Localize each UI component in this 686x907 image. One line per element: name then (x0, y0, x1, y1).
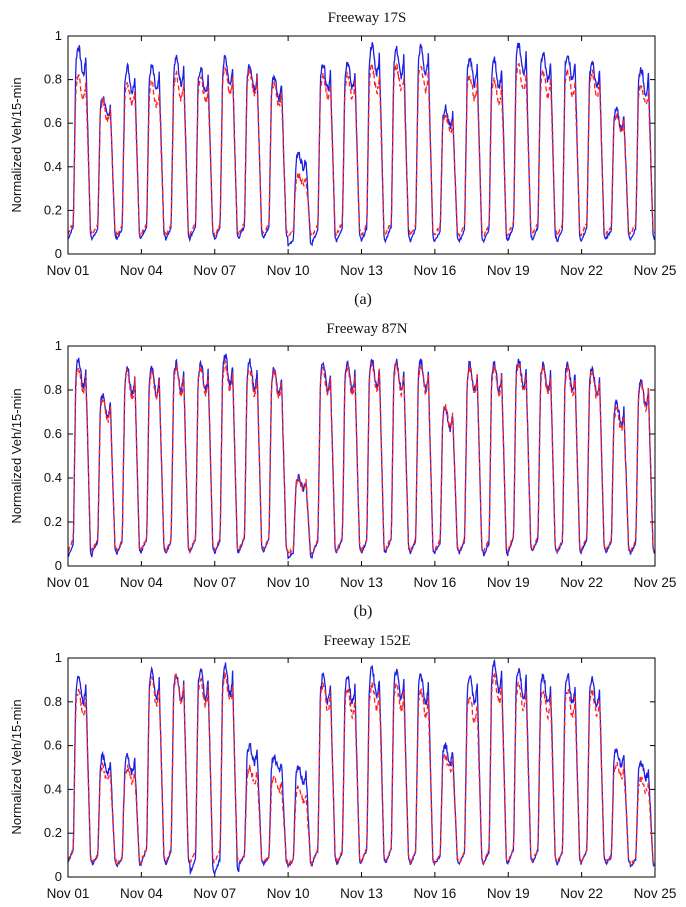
series-2-line (67, 360, 655, 556)
panel-1-ticks: 0 0.2 0.4 0.6 0.8 1 Nov 01 Nov 04 Nov 07 Nov 10 No… (44, 28, 676, 278)
panel-3-ylabel: Normalized Veh/15-min (9, 699, 24, 834)
ytick-label: 0.6 (44, 426, 62, 441)
xtick-label: Nov 01 (47, 575, 90, 590)
xtick-label: Nov 10 (267, 575, 310, 590)
ytick-label: 0.4 (44, 470, 62, 485)
series-1-line (67, 353, 656, 560)
panel-1-ylabel: Normalized Veh/15-min (9, 77, 24, 212)
panel-3-series (67, 658, 655, 876)
series-2-line (67, 670, 655, 868)
series-1-line (67, 42, 656, 247)
xtick-label: Nov 10 (267, 263, 310, 278)
panel-1-frame (67, 35, 656, 255)
ytick-label: 1 (55, 650, 62, 665)
xtick-label: Nov 04 (120, 263, 163, 278)
panel-2-ticks: 0 0.2 0.4 0.6 0.8 1 Nov 01 Nov 04 Nov 07 Nov 10 No… (44, 338, 676, 590)
panel-1-series (67, 42, 656, 247)
panel-2-series (67, 353, 656, 560)
xtick-label: Nov 01 (47, 263, 90, 278)
ytick-label: 1 (55, 338, 62, 353)
xtick-label: Nov 04 (120, 575, 163, 590)
ytick-label: 0.8 (44, 382, 62, 397)
xtick-label: Nov 19 (487, 886, 530, 901)
xtick-label: Nov 19 (487, 263, 530, 278)
xtick-label: Nov 25 (634, 886, 677, 901)
panel-2-ylabel: Normalized Veh/15-min (9, 388, 24, 523)
ytick-label: 0.6 (44, 738, 62, 753)
xtick-label: Nov 22 (560, 575, 603, 590)
xtick-label: Nov 22 (560, 263, 603, 278)
panel-3-frame (67, 657, 656, 878)
xtick-label: Nov 16 (413, 886, 456, 901)
panel-1-title: Freeway 17S (328, 10, 407, 26)
ytick-label: 0.2 (44, 514, 62, 529)
xtick-label: Nov 19 (487, 575, 530, 590)
panel-2-frame (67, 345, 656, 567)
xtick-label: Nov 10 (267, 886, 310, 901)
ytick-label: 0 (55, 558, 62, 573)
ytick-label: 0.6 (44, 115, 62, 130)
xtick-label: Nov 13 (340, 575, 383, 590)
ytick-label: 0.8 (44, 694, 62, 709)
ytick-label: 1 (55, 28, 62, 43)
xtick-label: Nov 01 (47, 886, 90, 901)
ytick-label: 0.2 (44, 825, 62, 840)
panel-2-caption: (b) (354, 603, 373, 620)
xtick-label: Nov 13 (340, 263, 383, 278)
xtick-label: Nov 04 (120, 886, 163, 901)
ytick-label: 0.4 (44, 781, 62, 796)
xtick-label: Nov 13 (340, 886, 383, 901)
xtick-label: Nov 07 (193, 886, 236, 901)
ytick-label: 0.4 (44, 159, 62, 174)
panel-1-caption: (a) (354, 291, 372, 308)
panel-3-title: Freeway 152E (323, 633, 410, 649)
xtick-label: Nov 16 (413, 263, 456, 278)
series-2-line (67, 62, 655, 239)
ytick-label: 0.8 (44, 72, 62, 87)
xtick-label: Nov 16 (413, 575, 456, 590)
xtick-label: Nov 07 (193, 575, 236, 590)
panel-2: Freeway 87N Normalized Veh/15-min 0 0.2 0.… (9, 321, 676, 620)
xtick-label: Nov 25 (634, 263, 677, 278)
ytick-label: 0.2 (44, 202, 62, 217)
panel-2-title: Freeway 87N (326, 321, 407, 337)
ytick-label: 0 (55, 869, 62, 884)
xtick-label: Nov 07 (193, 263, 236, 278)
panel-3: Freeway 152E Normalized Veh/15-min 00.20… (9, 633, 676, 901)
ytick-label: 0 (55, 246, 62, 261)
panel-3-ticks: 0 0.2 0.4 0.6 0.8 1 Nov 01 Nov 04 Nov 07 Nov 10 No… (44, 650, 676, 901)
xtick-label: Nov 25 (634, 575, 677, 590)
xtick-label: Nov 22 (560, 886, 603, 901)
panel-1: Freeway 17S Normalized Veh/15-min 0 0.2 0.… (9, 10, 676, 308)
